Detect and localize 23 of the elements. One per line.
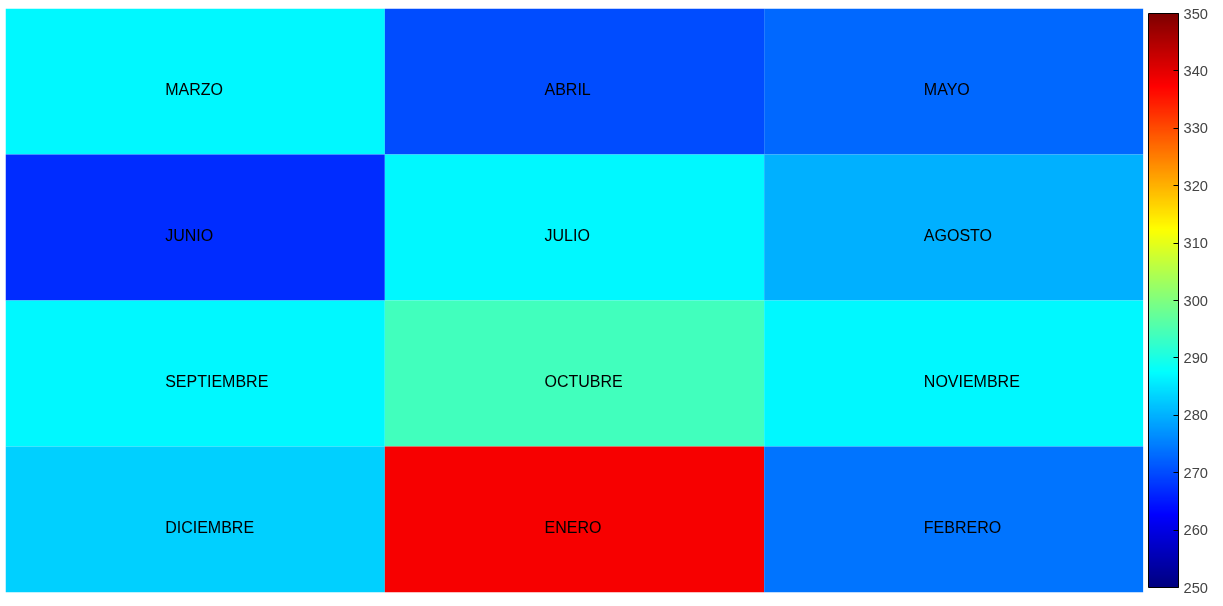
color-bar-label: 290: [1183, 349, 1208, 366]
data-label: FEBRERO: [923, 519, 1002, 536]
data-label: MAYO: [923, 81, 970, 98]
data-label: NOVIEMBRE: [923, 373, 1020, 390]
color-bar-label: 300: [1183, 292, 1208, 309]
data-label: JULIO: [544, 227, 590, 244]
data-label: MARZO: [165, 81, 223, 98]
color-bar-label: 280: [1183, 407, 1208, 424]
data-label: JUNIO: [165, 227, 214, 244]
data-label: SEPTIEMBRE: [165, 373, 269, 390]
color-bar-label: 330: [1183, 120, 1208, 137]
data-label: ABRIL: [544, 81, 591, 98]
data-label: OCTUBRE: [544, 373, 623, 390]
data-label: AGOSTO: [923, 227, 993, 244]
color-bar-label: 340: [1183, 62, 1208, 79]
color-bar-label: 250: [1183, 579, 1208, 596]
color-bar-label: 320: [1183, 177, 1208, 194]
data-label: DICIEMBRE: [165, 519, 255, 536]
data-label: ENERO: [544, 519, 602, 536]
color-bar-label: 270: [1183, 464, 1208, 481]
color-bar-label: 260: [1183, 522, 1208, 539]
color-bar-label: 310: [1183, 235, 1208, 252]
color-bar-label: 350: [1183, 5, 1208, 22]
